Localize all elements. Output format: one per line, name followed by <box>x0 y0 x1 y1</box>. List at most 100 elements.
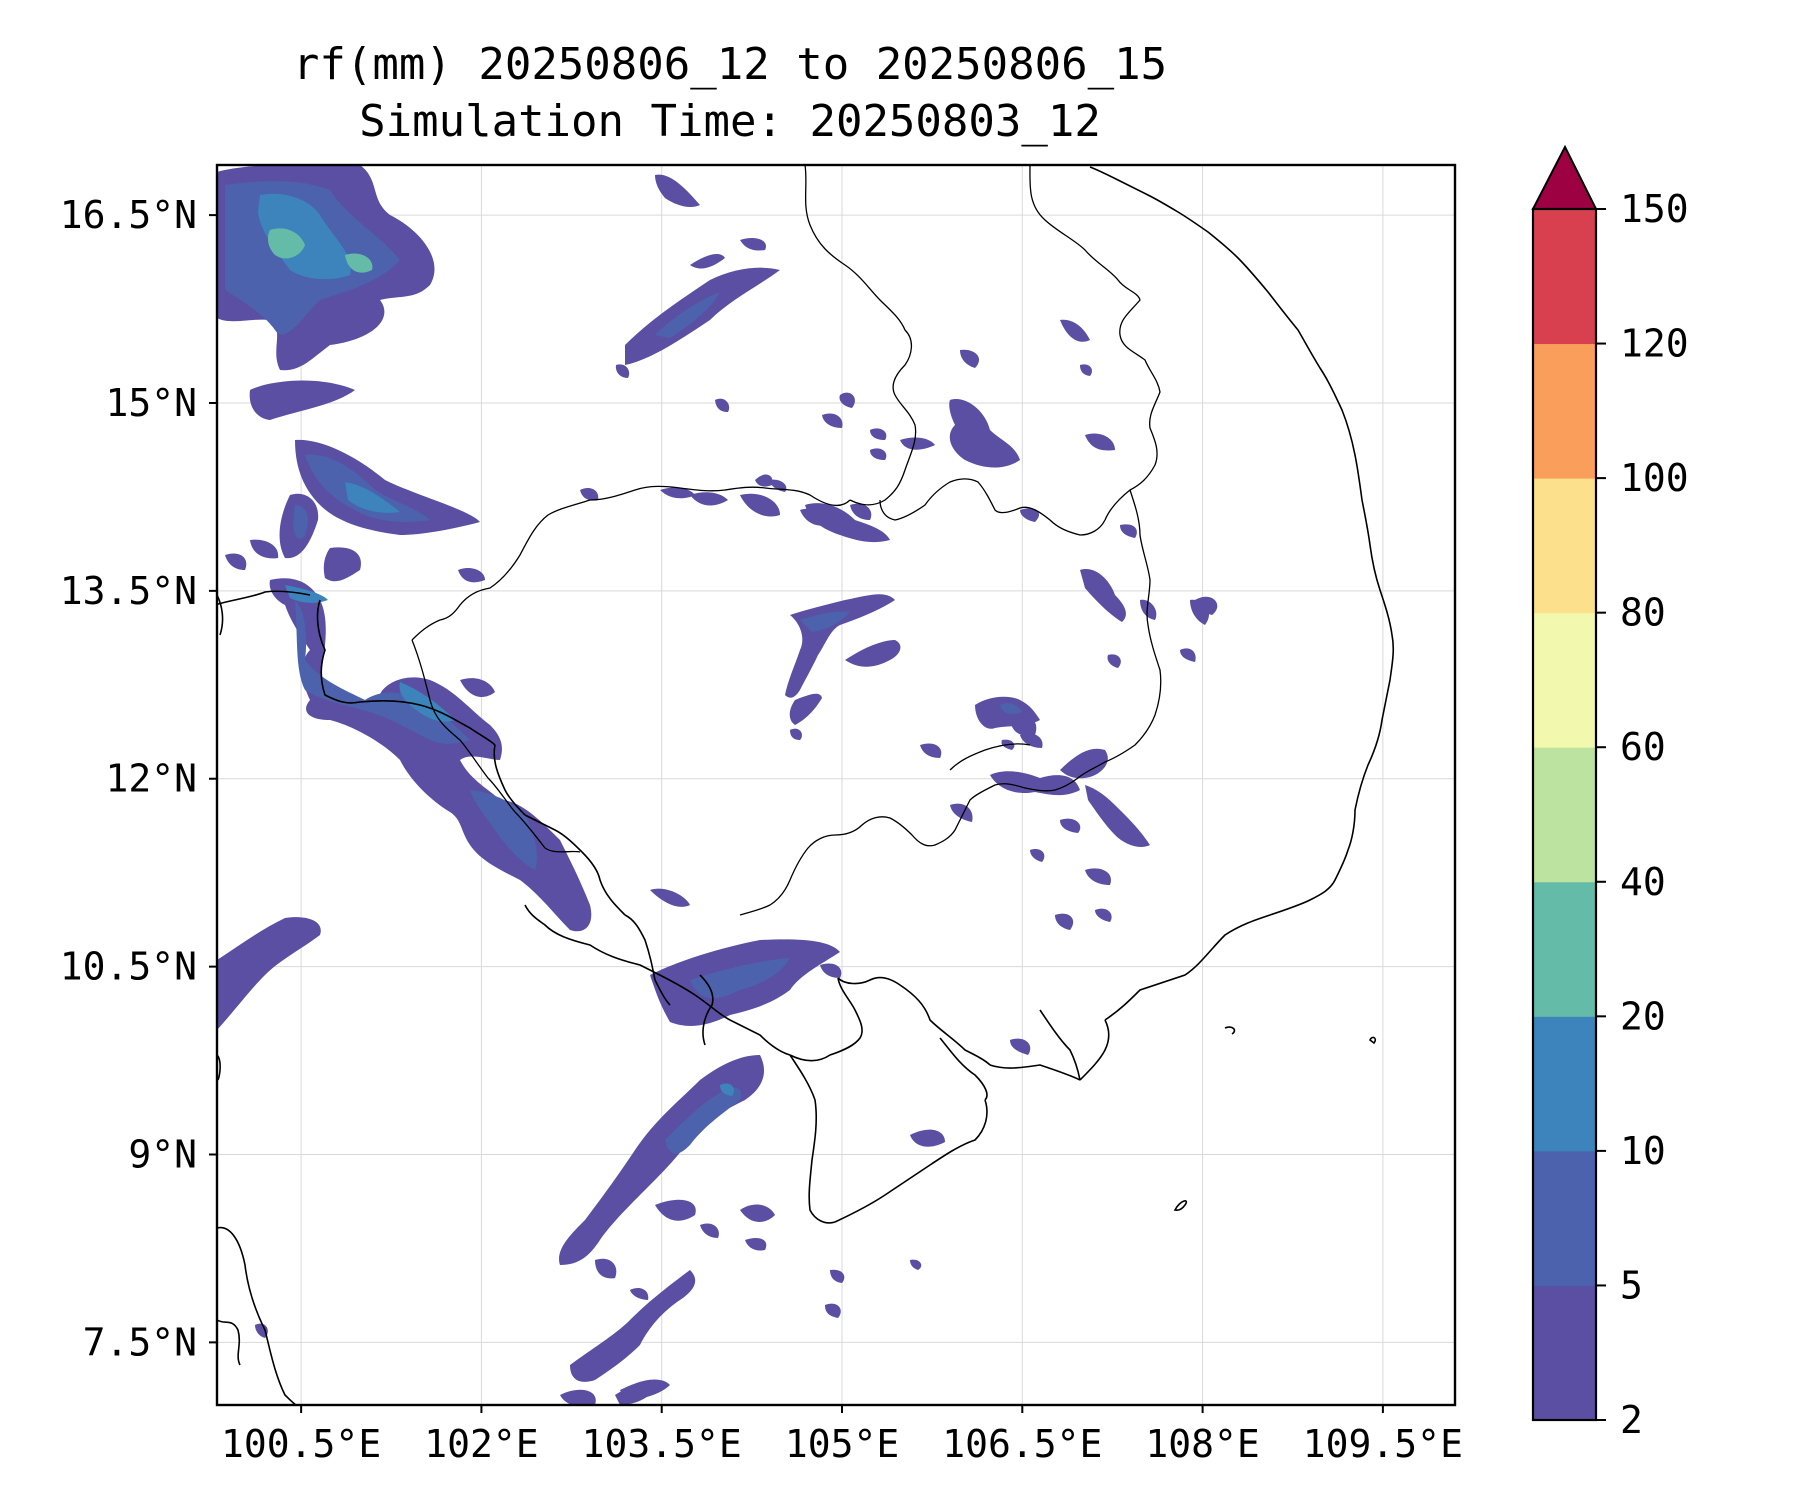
rain-area <box>660 487 695 499</box>
rain-area <box>789 693 822 725</box>
border <box>879 478 1106 536</box>
colorbar: 2 5 10 20 40 60 80 100 120 150 <box>1531 144 1689 1442</box>
rain-area <box>700 1223 719 1238</box>
rain-area <box>740 238 766 251</box>
rain-area <box>295 439 480 535</box>
colorbar-tick-label: 2 <box>1620 1398 1643 1442</box>
coastline <box>493 744 526 816</box>
colorbar-tick-label: 80 <box>1620 591 1666 635</box>
rain-area <box>745 1238 767 1251</box>
rain-area <box>630 1288 649 1300</box>
colorbar-bin <box>1533 747 1596 883</box>
x-tick-label: 106.5°E <box>942 1422 1102 1466</box>
colorbar-extend-arrow <box>1531 144 1598 210</box>
coastline <box>217 590 311 606</box>
rain-area <box>1107 654 1121 668</box>
colorbar-bin <box>1533 1016 1596 1152</box>
y-tick-label: 12°N <box>105 757 197 801</box>
rain-area <box>249 380 355 420</box>
rain-area <box>755 474 773 487</box>
y-tick-label: 10.5°N <box>60 945 197 989</box>
rain-area <box>269 578 592 932</box>
rain-area <box>655 1199 696 1221</box>
rain-area <box>1055 913 1074 930</box>
rain-area <box>770 479 787 492</box>
coastline <box>989 1064 1081 1081</box>
rain-area <box>1020 508 1040 522</box>
x-tick-label: 103.5°E <box>582 1422 742 1466</box>
colorbar-tick-label: 120 <box>1620 322 1689 366</box>
rain-area <box>690 492 728 506</box>
coastline <box>699 974 714 1046</box>
rain-area <box>1000 702 1022 714</box>
rain-area <box>1195 596 1218 615</box>
colorbar-bin <box>1533 881 1596 1017</box>
rain-area <box>345 482 400 513</box>
colorbar-tick-label: 100 <box>1620 456 1689 500</box>
rain-area <box>217 917 321 1030</box>
coastlines <box>217 166 1395 1405</box>
coastline <box>789 1054 836 1224</box>
rain-area <box>625 267 780 365</box>
rain-area <box>960 349 980 368</box>
rain-area <box>839 392 855 408</box>
border <box>739 489 1162 916</box>
border <box>411 639 546 849</box>
border <box>1029 165 1161 521</box>
y-tick-label: 13.5°N <box>60 569 197 613</box>
rain-area <box>715 398 730 412</box>
rain-area <box>293 505 308 539</box>
rain-area <box>570 1270 696 1382</box>
rain-area <box>1085 433 1115 451</box>
y-tick-label: 15°N <box>105 381 197 425</box>
rain-area <box>920 743 942 758</box>
coastline <box>581 851 626 916</box>
rain-area <box>305 454 430 522</box>
coastline <box>524 904 731 1021</box>
rain-area <box>900 437 935 450</box>
rain-area <box>655 292 720 338</box>
rain-area <box>690 254 725 269</box>
coastline <box>1089 166 1395 1021</box>
rain-area <box>1085 868 1111 885</box>
x-tick-label: 109.5°E <box>1303 1422 1463 1466</box>
rain-area <box>790 728 802 740</box>
rain-area <box>323 547 361 582</box>
rain-area <box>1060 818 1081 833</box>
colorbar-bin <box>1533 209 1596 345</box>
rain-area <box>740 1204 775 1222</box>
rain-area <box>665 1087 742 1154</box>
colorbar-bin <box>1533 1285 1596 1421</box>
rain-area <box>805 503 890 543</box>
rain-area <box>470 790 537 870</box>
map-title: rf(mm) 20250806_12 to 20250806_15 <box>292 39 1168 90</box>
rain-area <box>820 963 842 978</box>
colorbar-ticks: 2 5 10 20 40 60 80 100 120 150 <box>1596 187 1689 1442</box>
rainfall-shading <box>217 165 1218 1405</box>
rain-area <box>910 1129 945 1147</box>
longitude-axis: 100.5°E 102°E 103.5°E 105°E 106.5°E 108°E 109.… <box>221 1405 1463 1466</box>
rain-area <box>910 1259 922 1270</box>
coastline <box>834 1099 988 1223</box>
rain-area <box>250 539 279 559</box>
colorbar-tick-label: 150 <box>1620 187 1689 231</box>
coastline <box>1224 1026 1236 1035</box>
rain-area <box>595 1258 617 1279</box>
rain-area <box>345 253 373 273</box>
rain-area <box>580 488 599 501</box>
rain-area <box>255 1323 268 1338</box>
coastline <box>217 1226 298 1405</box>
y-tick-label: 16.5°N <box>60 193 197 237</box>
x-tick-label: 100.5°E <box>221 1422 381 1466</box>
x-tick-label: 102°E <box>424 1422 538 1466</box>
rain-area <box>1120 524 1137 538</box>
x-tick-label: 105°E <box>785 1422 899 1466</box>
national-borders <box>411 165 1162 916</box>
border <box>804 165 917 506</box>
rain-area <box>1010 1038 1031 1055</box>
rain-area <box>458 568 485 583</box>
rain-area <box>615 1384 655 1405</box>
rain-area <box>870 428 887 440</box>
coastline <box>939 1037 988 1101</box>
map-subtitle: Simulation Time: 20250803_12 <box>359 96 1101 147</box>
